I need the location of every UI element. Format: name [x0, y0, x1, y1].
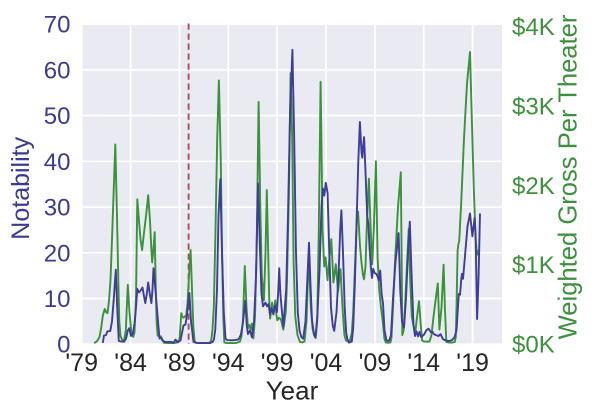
- svg-text:40: 40: [44, 149, 71, 176]
- svg-text:60: 60: [44, 57, 71, 84]
- svg-text:30: 30: [44, 195, 71, 222]
- svg-text:Notability: Notability: [7, 136, 35, 239]
- svg-text:70: 70: [44, 12, 71, 39]
- svg-text:'89: '89: [163, 349, 196, 377]
- svg-text:'14: '14: [407, 349, 440, 377]
- svg-text:$0K: $0K: [512, 332, 555, 359]
- svg-text:'94: '94: [212, 349, 245, 377]
- svg-text:'84: '84: [114, 349, 147, 377]
- svg-text:'19: '19: [456, 349, 489, 377]
- svg-text:20: 20: [44, 240, 71, 267]
- svg-text:10: 10: [44, 286, 71, 313]
- svg-text:'99: '99: [261, 349, 294, 377]
- svg-text:0: 0: [57, 332, 70, 359]
- svg-text:$4K: $4K: [512, 14, 555, 41]
- svg-text:'79: '79: [65, 349, 98, 377]
- svg-text:$1K: $1K: [512, 252, 555, 279]
- svg-text:Year: Year: [266, 376, 319, 406]
- svg-text:'09: '09: [359, 349, 392, 377]
- svg-text:$3K: $3K: [512, 94, 555, 121]
- svg-text:Weighted Gross Per Theater: Weighted Gross Per Theater: [555, 14, 583, 339]
- svg-text:$2K: $2K: [512, 173, 555, 200]
- svg-text:50: 50: [44, 103, 71, 130]
- svg-text:'04: '04: [310, 349, 343, 377]
